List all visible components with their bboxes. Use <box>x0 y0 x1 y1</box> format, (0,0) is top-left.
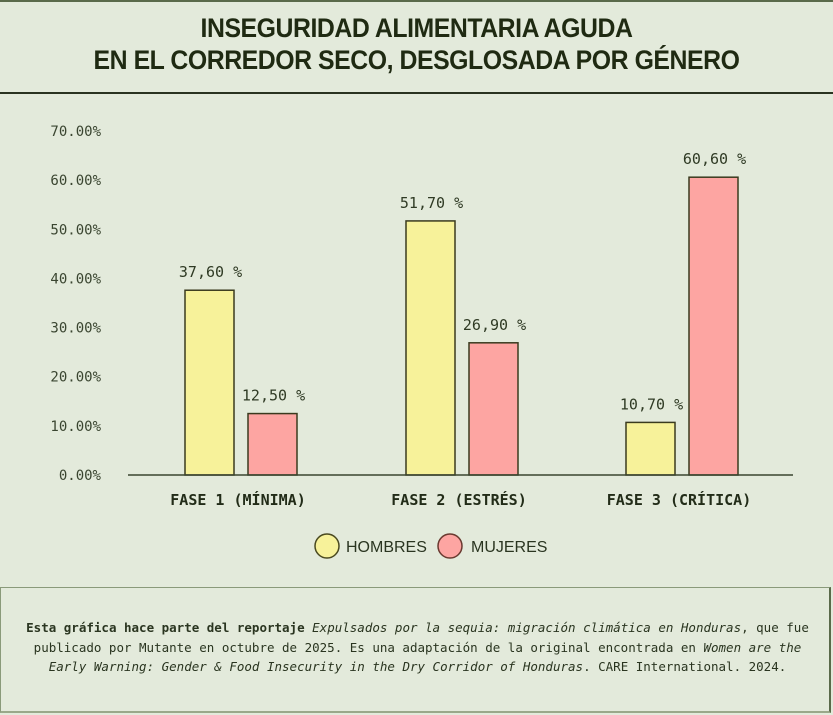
x-axis-categories: FASE 1 (MÍNIMA) FASE 2 (ESTRÉS) FASE 3 (CR… <box>170 490 751 509</box>
caption-source-title: Women are the Early Warning: Gender & Fo… <box>48 639 802 675</box>
legend-label-mujeres: MUJERES <box>471 539 547 556</box>
bar-mujeres <box>247 412 298 476</box>
bar-hombres <box>405 220 456 476</box>
header-divider <box>0 92 833 94</box>
legend-swatch-mujeres <box>437 533 463 559</box>
data-label: 37,60 % <box>179 263 242 281</box>
caption-box: Esta gráfica hace parte del reportaje Ex… <box>0 587 831 713</box>
y-axis-ticks: 0.00% 10.00% 20.00% 30.00% 40.00% 50.00% 60.00… <box>50 124 101 484</box>
header: INSEGURIDAD ALIMENTARIA AGUDA EN EL CORR… <box>0 2 833 92</box>
legend-swatch-hombres <box>314 533 340 559</box>
data-label: 10,70 % <box>620 395 683 413</box>
y-tick-label: 10.00% <box>50 419 101 435</box>
data-label: 60,60 % <box>683 150 746 168</box>
caption-article-title: Expulsados por la sequia: migración clim… <box>312 620 742 635</box>
y-tick-label: 70.00% <box>50 124 101 140</box>
bar-chart: 0.00% 10.00% 20.00% 30.00% 40.00% 50.00% 60.00… <box>50 124 793 559</box>
data-label: 12,50 % <box>242 387 305 405</box>
bar-mujeres <box>688 176 739 476</box>
bar-hombres <box>625 421 676 476</box>
y-tick-label: 30.00% <box>50 321 101 337</box>
title-line-2: EN EL CORREDOR SECO, DESGLOSADA POR GÉNE… <box>93 45 740 75</box>
y-tick-label: 0.00% <box>59 468 102 484</box>
y-tick-label: 60.00% <box>50 173 101 189</box>
caption-text-end: . CARE International. 2024. <box>583 659 787 674</box>
bars: 37,60 % 12,50 % 51,70 % 26,90 % 10,70 % 60,60… <box>179 150 746 476</box>
y-tick-label: 20.00% <box>50 370 101 386</box>
bar-hombres <box>184 289 235 476</box>
x-category-label: FASE 1 (MÍNIMA) <box>170 490 305 509</box>
data-label: 51,70 % <box>400 194 463 212</box>
caption-text-mid: , que fue publicado por Mutante en octub… <box>33 620 809 655</box>
top-border <box>0 0 833 2</box>
y-tick-label: 40.00% <box>50 271 101 287</box>
bar-mujeres <box>468 342 519 476</box>
x-category-label: FASE 2 (ESTRÉS) <box>391 490 526 509</box>
title-line-1: INSEGURIDAD ALIMENTARIA AGUDA <box>200 13 633 43</box>
caption: Esta gráfica hace parte del reportaje Ex… <box>21 618 814 677</box>
y-tick-label: 50.00% <box>50 222 101 238</box>
chart-title: INSEGURIDAD ALIMENTARIA AGUDA EN EL CORR… <box>33 2 799 76</box>
legend: HOMBRES MUJERES <box>314 533 547 559</box>
legend-label-hombres: HOMBRES <box>346 539 427 556</box>
data-label: 26,90 % <box>463 316 526 334</box>
caption-bold-intro: Esta gráfica hace parte del reportaje <box>26 620 305 635</box>
x-category-label: FASE 3 (CRÍTICA) <box>607 490 752 509</box>
